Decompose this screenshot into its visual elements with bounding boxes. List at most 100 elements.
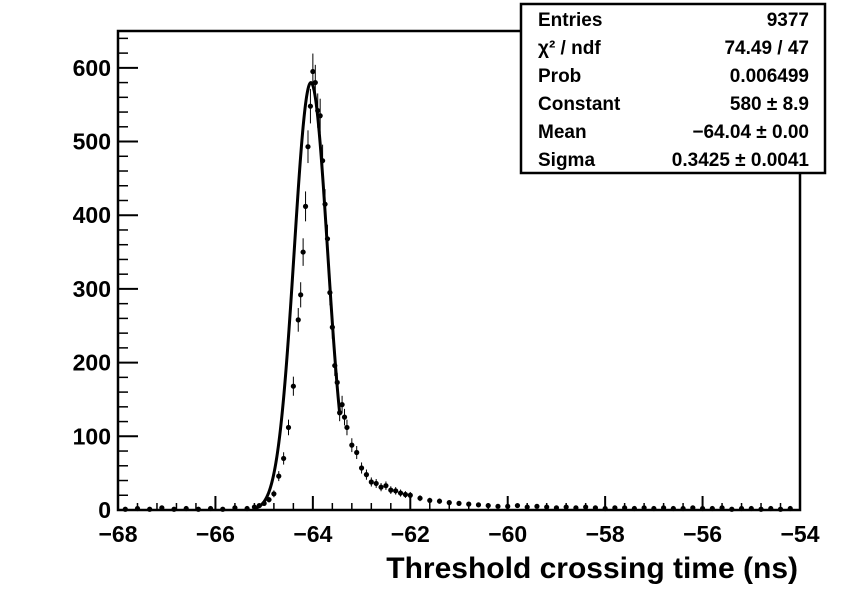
x-tick-label: −60	[488, 521, 527, 547]
stats-value: 74.49 / 47	[724, 38, 809, 59]
stats-value: 9377	[767, 10, 809, 31]
data-point	[475, 502, 482, 508]
data-point	[368, 479, 374, 485]
x-axis-title: Threshold crossing time (ns)	[386, 552, 798, 585]
plot-frame	[116, 29, 802, 512]
data-point	[661, 505, 667, 511]
data-point	[339, 402, 345, 408]
data-point	[427, 497, 433, 504]
data-point	[602, 505, 608, 512]
y-tick-label: 300	[73, 276, 111, 302]
data-point	[195, 506, 201, 512]
data-point	[622, 505, 628, 511]
data-point	[787, 505, 793, 512]
data-point	[699, 505, 706, 512]
stats-label: Mean	[538, 122, 587, 143]
data-point	[341, 414, 348, 420]
data-point	[544, 504, 550, 510]
data-point	[388, 487, 394, 493]
data-point	[373, 480, 379, 487]
data-point	[534, 503, 540, 509]
stats-label: Prob	[538, 66, 581, 87]
x-tick-label: −58	[586, 521, 625, 547]
data-point	[485, 502, 491, 509]
data-point	[383, 483, 389, 489]
gaussian-fit	[253, 80, 342, 511]
data-point	[344, 424, 350, 431]
data-point	[651, 505, 657, 512]
data-point	[354, 449, 360, 456]
x-tick-label: −66	[196, 521, 235, 547]
y-tick-label: 0	[98, 497, 111, 523]
data-point	[305, 144, 311, 150]
data-point	[436, 498, 443, 504]
data-point	[285, 424, 292, 431]
data-point	[159, 505, 165, 511]
data-point	[514, 502, 521, 509]
data-point	[312, 79, 318, 86]
data-point	[631, 505, 637, 512]
data-point	[402, 491, 409, 498]
x-tick-label: −54	[780, 521, 819, 547]
x-tick-label: −62	[391, 521, 430, 547]
data-point	[244, 505, 250, 512]
axes: −68 −66 −64 −62 −60 −58 −56 −54 0 100 200 300 400 500…	[73, 37, 820, 547]
x-tick-label: −56	[683, 521, 722, 547]
data-point	[690, 505, 696, 511]
x-tick-label: −68	[98, 521, 137, 547]
data-point	[719, 505, 725, 511]
stats-box-frame	[519, 2, 827, 175]
data-point	[134, 505, 141, 512]
data-point	[407, 492, 413, 498]
stats-value: 0.3425 ± 0.0041	[672, 150, 810, 171]
data-point	[171, 506, 177, 512]
data-point	[612, 505, 618, 511]
y-tick-label: 600	[73, 55, 111, 81]
data-point	[271, 491, 277, 497]
data-point	[680, 505, 686, 512]
data-point	[349, 442, 355, 448]
data-point	[777, 506, 784, 512]
data-point	[641, 505, 647, 511]
stats-label: Sigma	[538, 150, 595, 171]
data-point	[276, 473, 282, 479]
data-point	[417, 495, 423, 501]
data-point	[709, 505, 715, 512]
data-point	[298, 292, 304, 298]
data-point	[748, 505, 754, 512]
data-point	[456, 500, 462, 506]
stats-value: 0.006499	[730, 66, 809, 87]
data-point	[729, 506, 735, 512]
data-point	[573, 505, 579, 511]
data-point	[768, 505, 774, 512]
data-point	[738, 505, 745, 512]
data-point	[122, 506, 128, 512]
data-point	[393, 488, 399, 494]
data-point	[563, 504, 569, 510]
stats-label: Constant	[538, 94, 621, 115]
data-point	[397, 490, 404, 496]
fit-curve	[253, 80, 342, 511]
data-point	[281, 455, 287, 462]
stats-value: 580 ± 8.9	[730, 94, 809, 115]
data-point	[466, 501, 472, 507]
data-point	[446, 500, 452, 506]
data-point	[553, 505, 560, 511]
data-point	[524, 504, 530, 510]
stats-label: χ² / ndf	[538, 38, 601, 59]
data-point	[300, 249, 306, 255]
data-point	[363, 472, 370, 478]
data-point	[183, 505, 189, 512]
data-point	[232, 505, 238, 511]
data-point	[670, 505, 676, 512]
stats-value: −64.04 ± 0.00	[692, 122, 809, 143]
y-tick-label: 100	[73, 423, 111, 449]
data-point	[583, 504, 589, 510]
data-point	[302, 203, 309, 209]
data-point	[378, 484, 384, 490]
stats-box: Entries 9377 χ² / ndf 74.49 / 47 Prob 0.00649…	[519, 2, 827, 175]
data-point	[290, 383, 296, 389]
x-tick-label: −64	[293, 521, 332, 547]
data-point	[207, 505, 214, 512]
